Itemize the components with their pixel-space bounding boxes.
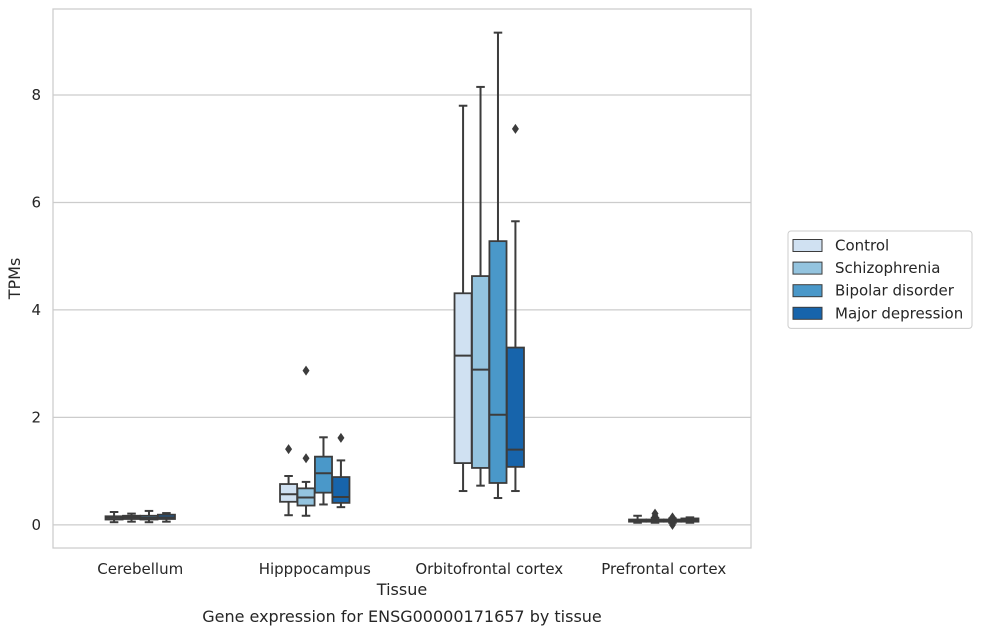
legend-item: Major depression — [792, 304, 963, 322]
legend-label: Major depression — [835, 304, 963, 322]
box-group — [139, 509, 159, 524]
x-tick-labels: Cerebellum Hipppocampus Orbitofrontal cort… — [97, 560, 726, 578]
box — [314, 455, 333, 494]
legend-swatch — [792, 239, 823, 252]
box — [505, 346, 525, 468]
y-axis-label: TPMs — [5, 258, 24, 301]
box-group — [505, 123, 525, 493]
outlier-point — [651, 508, 659, 519]
outlier-point — [668, 512, 676, 523]
box-group — [314, 436, 333, 506]
legend-frame — [787, 230, 973, 329]
box-plots — [104, 31, 700, 530]
chart-caption: Gene expression for ENSG00000171657 by t… — [202, 607, 602, 626]
legend-swatch — [792, 306, 823, 320]
legend-items: Control Schizophrenia Bipolar disorder Majo… — [792, 237, 963, 322]
legend-label: Schizophrenia — [835, 259, 940, 277]
box-group — [279, 444, 299, 517]
box — [471, 275, 490, 469]
outlier-point — [285, 444, 293, 455]
y-tick-label: 8 — [31, 86, 41, 104]
legend-item: Control — [792, 237, 889, 255]
legend-item: Schizophrenia — [792, 259, 940, 277]
x-tick-label: Cerebellum — [97, 560, 183, 578]
plot-frame — [52, 8, 752, 549]
grid-lines — [53, 94, 751, 526]
legend-label: Control — [835, 237, 889, 255]
outlier-point — [302, 365, 310, 376]
box — [331, 476, 351, 504]
legend-swatch — [792, 284, 823, 298]
box-group — [471, 85, 490, 487]
box-group — [680, 516, 700, 524]
x-tick-label: Hipppocampus — [259, 560, 371, 578]
y-tick-label: 6 — [31, 193, 41, 211]
box-group — [104, 510, 124, 524]
outlier-point — [511, 123, 519, 134]
box-group — [628, 514, 648, 524]
legend: Control Schizophrenia Bipolar disorder Majo… — [787, 230, 973, 329]
outlier-point — [668, 518, 676, 529]
x-tick-label: Orbitofrontal cortex — [415, 560, 563, 578]
legend-swatch — [792, 261, 823, 275]
box — [488, 240, 508, 484]
x-tick-label: Prefrontal cortex — [601, 560, 726, 578]
y-tick-label: 4 — [31, 301, 41, 319]
box-group — [488, 31, 508, 500]
legend-item: Bipolar disorder — [792, 282, 955, 300]
y-tick-label: 0 — [31, 516, 41, 534]
x-axis-label: Tissue — [376, 580, 427, 599]
legend-label: Bipolar disorder — [835, 282, 955, 300]
y-tick-labels: 0 2 4 6 8 — [31, 86, 41, 534]
box — [279, 483, 299, 503]
box-group — [331, 432, 351, 509]
box-group — [156, 512, 176, 523]
outlier-point — [302, 453, 310, 464]
box-group — [663, 512, 682, 530]
box — [453, 292, 473, 464]
box-group — [296, 365, 316, 517]
y-tick-label: 2 — [31, 408, 41, 426]
outlier-point — [337, 432, 345, 443]
